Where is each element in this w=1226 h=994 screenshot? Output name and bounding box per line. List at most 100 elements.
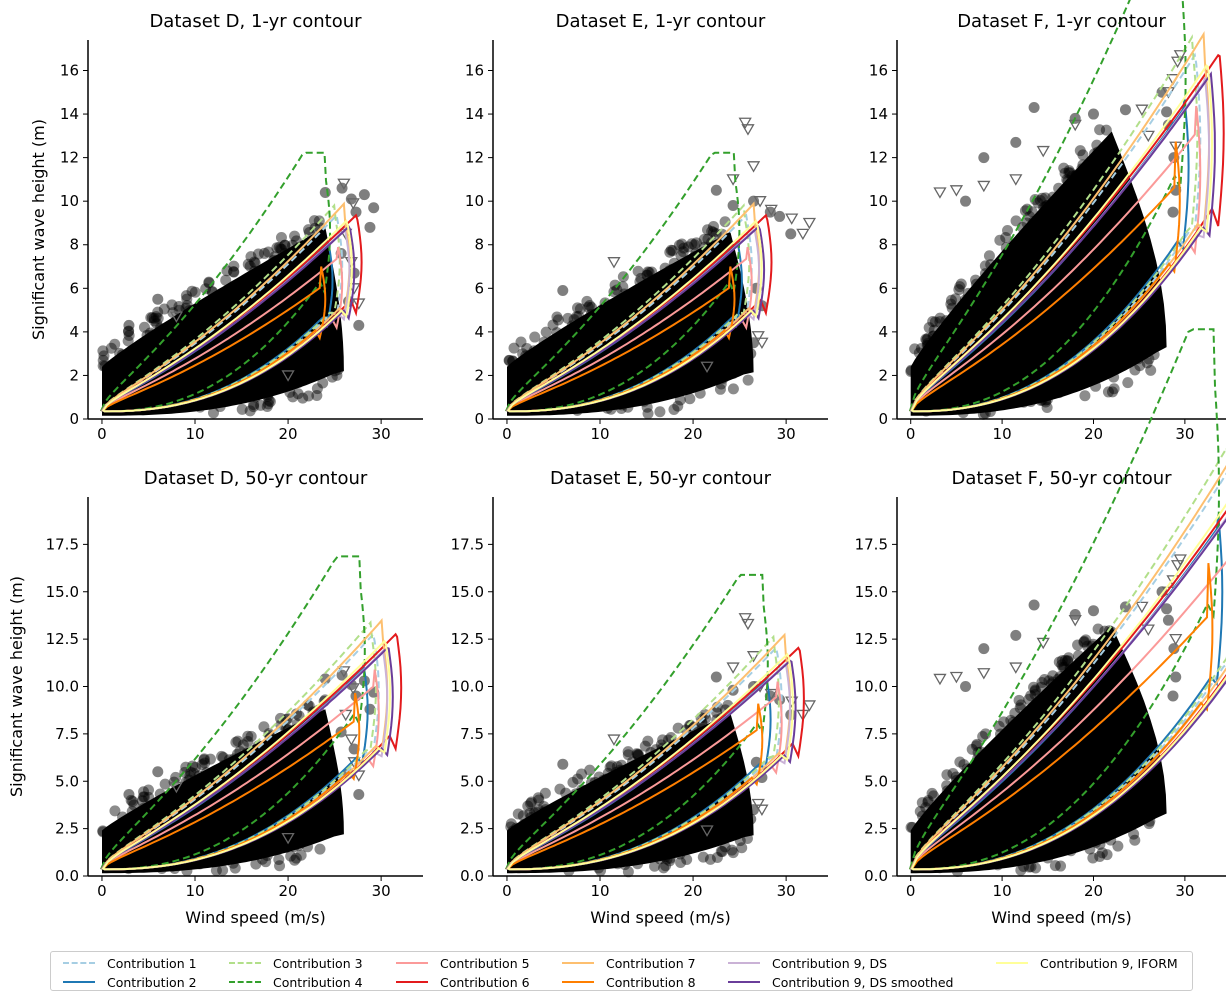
data-point bbox=[941, 780, 953, 792]
data-point bbox=[292, 371, 304, 383]
outlier-point bbox=[319, 673, 331, 685]
data-point bbox=[1095, 367, 1107, 379]
data-point bbox=[707, 226, 719, 238]
data-point bbox=[271, 242, 283, 254]
triangle-marker bbox=[755, 337, 769, 350]
data-point bbox=[512, 808, 524, 820]
data-point bbox=[609, 279, 621, 291]
data-point bbox=[1094, 124, 1106, 136]
data-point bbox=[528, 345, 540, 357]
data-point bbox=[941, 769, 953, 781]
data-point bbox=[1054, 671, 1066, 683]
data-point bbox=[198, 753, 210, 765]
data-point bbox=[249, 265, 261, 277]
panel-4: 0 10 20 30 0.0 2.5 5.0 7.5 10.0 12.5 15.0 17.5 Datas… bbox=[7, 468, 423, 927]
outlier-point bbox=[1119, 104, 1131, 116]
outlier-point bbox=[727, 200, 739, 212]
data-point bbox=[1035, 681, 1047, 693]
data-point bbox=[667, 245, 679, 257]
outlier-point bbox=[1087, 108, 1099, 120]
data-point bbox=[503, 355, 515, 367]
data-point bbox=[615, 402, 627, 414]
data-point bbox=[611, 761, 623, 773]
x-tick-label: 20 bbox=[684, 425, 703, 443]
data-point bbox=[123, 330, 135, 342]
triangle-marker bbox=[1173, 50, 1187, 62]
data-point bbox=[232, 735, 244, 747]
data-point bbox=[325, 823, 337, 835]
outlier-point bbox=[1028, 102, 1040, 114]
data-point bbox=[1143, 353, 1155, 365]
data-point bbox=[540, 326, 552, 338]
data-point bbox=[262, 391, 274, 403]
data-point bbox=[1094, 838, 1106, 850]
data-point bbox=[1040, 394, 1052, 406]
legend-label: Contribution 9, DS bbox=[772, 955, 888, 971]
data-point bbox=[622, 746, 634, 758]
data-point bbox=[1013, 694, 1025, 706]
data-point bbox=[249, 257, 261, 269]
data-point bbox=[329, 362, 341, 374]
data-point bbox=[188, 767, 200, 779]
data-point bbox=[920, 333, 932, 345]
x-tick-label: 10 bbox=[185, 425, 204, 443]
data-point bbox=[675, 856, 687, 868]
data-point bbox=[1053, 387, 1065, 399]
data-point bbox=[314, 843, 326, 855]
data-point bbox=[275, 231, 287, 243]
outlier-point bbox=[123, 319, 135, 331]
data-point bbox=[1052, 673, 1064, 685]
data-point bbox=[1059, 654, 1071, 666]
data-point bbox=[1112, 840, 1124, 852]
triangle-marker bbox=[738, 117, 752, 130]
data-point bbox=[599, 297, 611, 309]
data-point bbox=[980, 728, 992, 740]
data-point bbox=[507, 355, 519, 367]
panel-title: Dataset D, 50-yr contour bbox=[144, 468, 368, 489]
y-tick-label: 0.0 bbox=[55, 867, 79, 885]
data-point bbox=[1084, 835, 1096, 847]
data-point bbox=[950, 293, 962, 305]
data-point bbox=[717, 372, 729, 384]
data-point bbox=[1029, 193, 1041, 205]
data-point bbox=[571, 311, 583, 323]
outlier-point bbox=[1161, 106, 1173, 118]
data-point bbox=[261, 850, 273, 862]
data-point bbox=[704, 853, 716, 865]
data-point bbox=[727, 383, 739, 395]
data-point bbox=[622, 749, 634, 761]
data-point bbox=[605, 403, 617, 415]
data-point bbox=[957, 407, 969, 419]
y-tick-label: 14 bbox=[869, 105, 888, 123]
data-point bbox=[922, 337, 934, 349]
data-point bbox=[1128, 828, 1140, 840]
data-point bbox=[654, 406, 666, 418]
data-point bbox=[719, 841, 731, 853]
y-tick-label: 4 bbox=[878, 323, 888, 341]
data-point bbox=[1058, 661, 1070, 673]
data-point bbox=[289, 230, 301, 242]
data-point bbox=[1026, 206, 1038, 218]
data-point bbox=[634, 276, 646, 288]
data-point bbox=[532, 792, 544, 804]
data-point bbox=[1036, 192, 1048, 204]
data-point bbox=[528, 807, 540, 819]
data-point bbox=[1066, 170, 1078, 182]
data-point bbox=[152, 306, 164, 318]
outlier-point bbox=[1167, 206, 1179, 218]
data-point bbox=[670, 845, 682, 857]
data-point bbox=[655, 739, 667, 751]
data-point bbox=[194, 401, 206, 413]
legend-entry: Contribution 5 bbox=[396, 954, 530, 972]
data-point bbox=[677, 246, 689, 258]
triangle-marker bbox=[700, 825, 714, 837]
data-point bbox=[273, 241, 285, 253]
data-point bbox=[1010, 215, 1022, 227]
triangle-marker bbox=[337, 666, 351, 678]
data-cloud bbox=[910, 625, 1167, 874]
triangle-marker bbox=[746, 651, 761, 663]
data-point bbox=[905, 821, 917, 833]
data-point bbox=[158, 303, 170, 315]
data-point bbox=[1081, 640, 1093, 652]
data-point bbox=[716, 846, 728, 858]
